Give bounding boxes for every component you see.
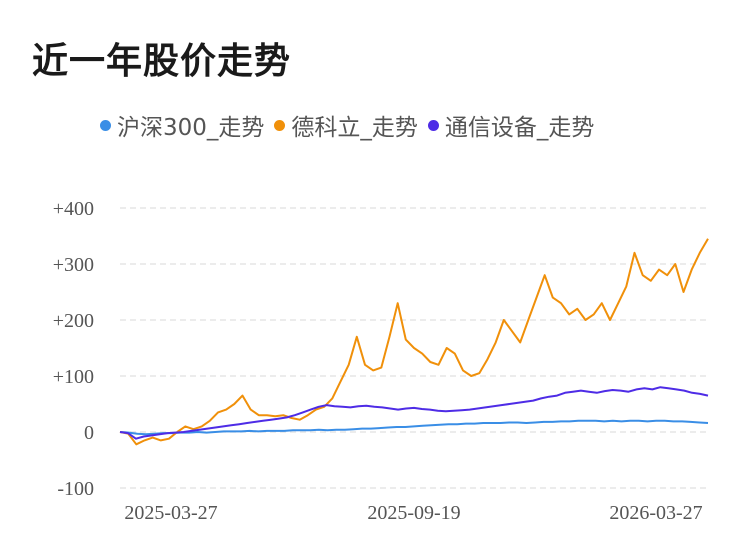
x-tick-label: 2025-09-19 — [367, 502, 460, 524]
y-tick-label: +200 — [53, 310, 94, 332]
legend-marker-telecom — [427, 119, 439, 131]
y-tick-label: +300 — [53, 254, 94, 276]
legend-marker-dekeli — [274, 119, 286, 131]
series-line-0 — [119, 419, 709, 436]
y-tick-label: 0 — [84, 422, 94, 444]
chart-legend: 沪深300_走势 德科立_走势 通信设备_走势 — [100, 108, 604, 142]
y-tick-label: -100 — [57, 478, 94, 500]
legend-marker-hs300 — [100, 119, 111, 131]
y-tick-label: +100 — [53, 366, 94, 388]
x-tick-label: 2026-03-27 — [609, 502, 702, 524]
chart-title: 近一年股价走势 — [32, 41, 292, 82]
legend-item-hs300[interactable]: 沪深300_走势 — [100, 108, 264, 142]
legend-item-telecom[interactable]: 通信设备_走势 — [427, 108, 595, 142]
legend-label-telecom: 通信设备_走势 — [444, 115, 595, 141]
y-tick-label: +400 — [53, 198, 94, 220]
legend-item-dekeli[interactable]: 德科立_走势 — [274, 108, 418, 142]
legend-label-dekeli: 德科立_走势 — [291, 115, 418, 141]
series-line-2 — [119, 386, 709, 440]
series-line-1 — [119, 238, 709, 446]
legend-label-hs300: 沪深300_走势 — [117, 115, 265, 141]
x-tick-label: 2025-03-27 — [124, 502, 217, 524]
